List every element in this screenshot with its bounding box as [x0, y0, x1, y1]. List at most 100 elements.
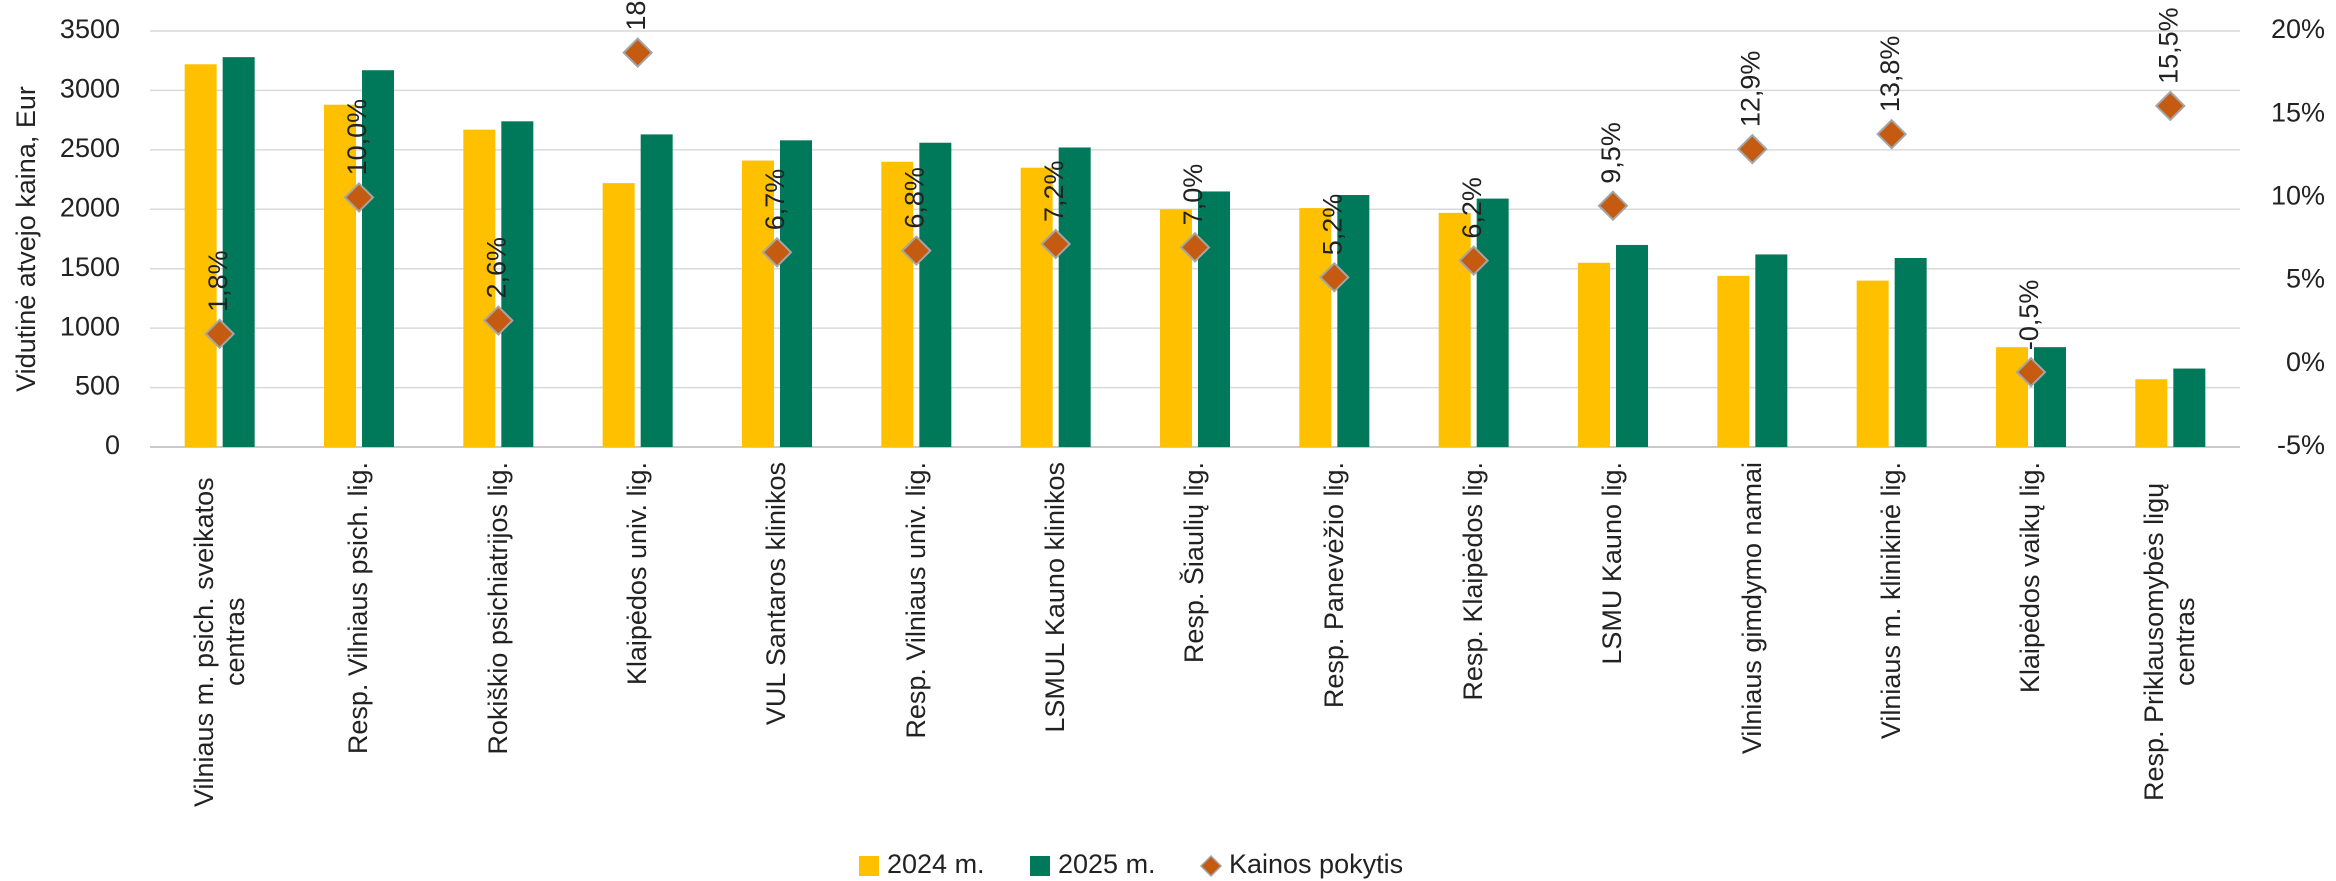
y-tick-label: 0: [105, 430, 120, 460]
x-tick-label-box: VUL Santaros klinikos: [707, 462, 847, 842]
bar: [2135, 379, 2168, 447]
x-tick-label-wrap: Vilniaus m. psich. sveikatos centras: [150, 462, 290, 842]
bar: [1578, 262, 1610, 447]
bar: [2173, 368, 2206, 447]
legend-swatch: [1030, 856, 1050, 876]
bar: [184, 64, 217, 447]
data-label: 6,7%: [760, 169, 790, 231]
legend-marker: [1199, 854, 1223, 878]
x-tick-label-box: Resp. Priklausomybės ligų centras: [2100, 462, 2240, 842]
x-tick-label: Resp. Vilniaus psich. lig.: [343, 462, 374, 755]
x-tick-label-wrap: Resp. Vilniaus psich. lig.: [289, 462, 429, 842]
x-tick-label: VUL Santaros klinikos: [761, 462, 792, 726]
bar: [881, 161, 914, 447]
data-label: 15,5%: [2153, 7, 2183, 84]
data-label: 13,8%: [1875, 36, 1905, 113]
data-label: 5,2%: [1317, 194, 1347, 256]
x-tick-label: Vilniaus m. klinikinė lig.: [1876, 462, 1907, 740]
bar: [222, 57, 255, 448]
x-tick-label-wrap: VUL Santaros klinikos: [707, 462, 847, 842]
x-tick-label-box: Vilniaus gimdymo namai: [1682, 462, 1822, 842]
x-tick-label-wrap: Rokiškio psichiatrijos lig.: [428, 462, 568, 842]
marker: [1597, 190, 1629, 222]
x-tick-label-wrap: Resp. Priklausomybės ligų centras: [2100, 462, 2240, 842]
x-tick-label-box: Resp. Vilniaus psich. lig.: [289, 462, 429, 842]
y2-tick-label: 15%: [2271, 97, 2325, 127]
x-tick-label-box: Resp. Vilniaus univ. lig.: [900, 462, 931, 739]
x-tick-label-box: LSMUL Kauno klinikos: [986, 462, 1126, 842]
y-tick-label: 500: [75, 371, 120, 401]
legend-label: 2024 m.: [887, 849, 985, 879]
y-tick-label: 3000: [60, 74, 120, 104]
y2-tick-label: 0%: [2286, 347, 2325, 377]
x-tick-label-box: Klaipėdos univ. lig.: [622, 462, 652, 685]
x-tick-label: Rokiškio psichiatrijos lig.: [482, 462, 513, 755]
x-tick-label-wrap: LSMUL Kauno klinikos: [986, 462, 1126, 842]
y-tick-label: 3500: [60, 14, 120, 44]
x-tick-label-box: Rokiškio psichiatrijos lig.: [428, 462, 568, 842]
marker: [1318, 261, 1350, 293]
marker: [1040, 228, 1072, 260]
marker: [761, 236, 793, 268]
bar: [1996, 347, 2028, 447]
data-label: 7,0%: [1178, 164, 1208, 226]
marker: [900, 235, 932, 267]
bar: [362, 70, 394, 448]
x-tick-label-wrap: Vilniaus gimdymo namai: [1682, 462, 1822, 842]
legend-swatch: [859, 856, 879, 876]
y2-tick-label: -5%: [2277, 430, 2325, 460]
x-tick-label: Resp. Panevėžio lig.: [1318, 462, 1349, 709]
bar: [919, 142, 952, 447]
data-label: -0,5%: [2014, 280, 2044, 351]
bar: [602, 183, 635, 447]
bar: [1616, 244, 1648, 447]
marker: [1179, 231, 1211, 263]
bar: [1337, 195, 1370, 447]
x-tick-label-wrap: Vilniaus m. klinikinė lig.: [1822, 462, 1962, 842]
bar: [1476, 198, 1509, 447]
y2-tick-label: 10%: [2271, 181, 2325, 211]
x-tick-label-wrap: Klaipėdos vaikų lig.: [1961, 462, 2101, 842]
bar: [640, 134, 673, 448]
x-tick-label-wrap: Resp. Panevėžio lig.: [1264, 462, 1404, 842]
x-tick-label-box: LSMU Kauno lig.: [1543, 462, 1683, 842]
bar: [2034, 347, 2066, 447]
bar: [1299, 208, 1332, 447]
data-label: 10,0%: [342, 99, 372, 176]
x-tick-label: Vilniaus m. psich. sveikatos centras: [188, 477, 250, 807]
x-tick-label-box: Resp. Šiaulių lig.: [1125, 462, 1265, 842]
marker: [1876, 118, 1908, 150]
data-label: 6,8%: [899, 167, 929, 229]
x-tick-label-box: Klaipėdos vaikų lig.: [1961, 462, 2101, 842]
y-tick-label: 2000: [60, 192, 120, 222]
x-tick-label: LSMU Kauno lig.: [1597, 462, 1628, 665]
data-label: 7,2%: [1039, 160, 1069, 222]
marker: [482, 305, 514, 336]
x-tick-label-wrap: Resp. Šiaulių lig.: [1125, 462, 1265, 842]
bar: [1198, 191, 1230, 447]
y2-tick-label: 20%: [2271, 14, 2325, 44]
bar: [1717, 275, 1750, 447]
bar: [780, 140, 812, 447]
bar: [1894, 258, 1927, 447]
marker: [2015, 356, 2047, 388]
y-tick-label: 1500: [60, 252, 120, 282]
x-tick-label-wrap: Resp. Klaipėdos lig.: [1404, 462, 1544, 842]
marker: [2154, 90, 2186, 122]
marker: [1458, 245, 1490, 277]
x-tick-label-wrap: LSMU Kauno lig.: [1543, 462, 1683, 842]
legend-label: Kainos pokytis: [1229, 849, 1403, 879]
legend-label: 2025 m.: [1058, 849, 1156, 879]
x-tick-label-box: Vilniaus m. psich. sveikatos centras: [150, 462, 290, 842]
x-tick-label: Klaipėdos vaikų lig.: [2015, 462, 2046, 694]
bar: [1856, 280, 1889, 447]
bar: [501, 121, 534, 448]
x-tick-label: Resp. Vilniaus univ. lig.: [900, 462, 931, 739]
x-tick-label: Resp. Priklausomybės ligų centras: [2139, 482, 2201, 802]
x-tick-label: Resp. Šiaulių lig.: [1179, 462, 1210, 664]
data-label: 6,2%: [1457, 177, 1487, 239]
bar: [324, 104, 356, 447]
y-tick-label: 1000: [60, 311, 120, 341]
x-tick-label: Vilniaus gimdymo namai: [1736, 462, 1767, 755]
